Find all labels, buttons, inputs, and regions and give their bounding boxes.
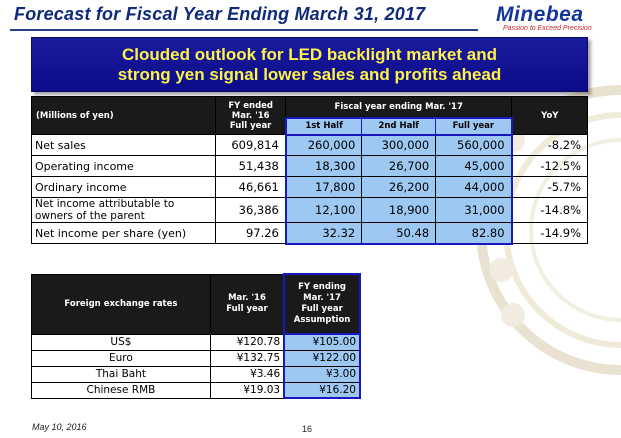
table-row: Euro ¥132.75 ¥122.00 (31, 349, 361, 367)
full-value: 82.80 (435, 222, 513, 245)
currency-label: US$ (31, 333, 211, 351)
banner-line-1: Clouded outlook for LED backlight market… (122, 45, 497, 64)
row-label: Ordinary income (30, 176, 217, 198)
headline-banner: Clouded outlook for LED backlight market… (31, 37, 588, 92)
fx-assumption-value: ¥122.00 (283, 349, 361, 367)
prev-value: 97.26 (215, 222, 287, 244)
page-number: 16 (302, 424, 313, 434)
yoy-value: -14.8% (511, 197, 588, 223)
prev-value: 609,814 (215, 134, 287, 156)
fx-rates-table: Foreign exchange rates Mar. '16 Full yea… (31, 273, 361, 399)
prev-value: 51,438 (215, 155, 287, 177)
table-row: Thai Baht ¥3.46 ¥3.00 (31, 365, 361, 383)
fx-label-header: Foreign exchange rates (31, 273, 211, 335)
table-row: US$ ¥120.78 ¥105.00 (31, 333, 361, 351)
full-value: 45,000 (435, 155, 513, 177)
currency-label: Thai Baht (31, 365, 211, 383)
row-label: Net income per share (yen) (30, 222, 217, 244)
fx-prev-header: Mar. '16 Full year (209, 273, 285, 335)
h2-value: 18,900 (361, 197, 437, 223)
fx-assumption-value: ¥3.00 (283, 365, 361, 383)
table-row: Operating income 51,438 18,300 26,700 45… (30, 155, 588, 177)
yoy-header: YoY (511, 96, 588, 135)
yoy-value: -12.5% (511, 155, 588, 177)
h1-value: 12,100 (284, 197, 363, 223)
footer-date: May 10, 2016 (32, 422, 87, 432)
logo-wordmark: Minebea (496, 3, 584, 26)
prev-value: 46,661 (215, 176, 287, 198)
second-half-header: 2nd Half (361, 116, 437, 136)
fx-prev-value: ¥3.46 (209, 365, 285, 383)
row-label: Net income attributable to owners of the… (30, 197, 217, 223)
table-row: Net sales 609,814 260,000 300,000 560,00… (30, 134, 588, 156)
company-logo: Minebea Passion to Exceed Precision (496, 3, 614, 33)
currency-label: Euro (31, 349, 211, 367)
h1-value: 17,800 (284, 176, 363, 198)
yoy-value: -14.9% (511, 222, 588, 244)
full-value: 31,000 (435, 197, 513, 223)
banner-line-2: strong yen signal lower sales and profit… (117, 65, 502, 84)
row-label: Operating income (30, 155, 217, 177)
full-value: 560,000 (435, 134, 513, 156)
h1-value: 32.32 (284, 222, 363, 245)
fx-prev-value: ¥132.75 (209, 349, 285, 367)
unit-label-header: (Millions of yen) (30, 96, 217, 135)
h1-value: 260,000 (284, 134, 363, 156)
first-half-header: 1st Half (284, 116, 363, 136)
fx-prev-value: ¥120.78 (209, 333, 285, 351)
prev-value: 36,386 (215, 197, 287, 223)
h2-value: 300,000 (361, 134, 437, 156)
fx-prev-value: ¥19.03 (209, 381, 285, 399)
table-row: Net income per share (yen) 97.26 32.32 5… (30, 222, 588, 245)
yoy-value: -8.2% (511, 134, 588, 156)
page-title: Forecast for Fiscal Year Ending March 31… (14, 4, 426, 24)
table-row: Chinese RMB ¥19.03 ¥16.20 (31, 381, 361, 399)
h2-value: 50.48 (361, 222, 437, 245)
table-row: Ordinary income 46,661 17,800 26,200 44,… (30, 176, 588, 198)
forecast-period-header: Fiscal year ending Mar. '17 (285, 95, 513, 119)
yoy-value: -5.7% (511, 176, 588, 198)
full-value: 44,000 (435, 176, 513, 198)
h1-value: 18,300 (284, 155, 363, 177)
row-label: Net sales (30, 134, 217, 156)
title-underline (10, 29, 478, 31)
full-year-header: Full year (435, 116, 513, 136)
currency-label: Chinese RMB (31, 381, 211, 399)
h2-value: 26,200 (361, 176, 437, 198)
fx-assumption-value: ¥16.20 (283, 381, 361, 399)
prev-year-header: FY ended Mar. '16 Full year (215, 96, 287, 135)
fx-assumption-header: FY ending Mar. '17 Full year Assumption (283, 273, 361, 335)
h2-value: 26,700 (361, 155, 437, 177)
logo-tagline: Passion to Exceed Precision (503, 25, 592, 32)
forecast-table: (Millions of yen) FY ended Mar. '16 Full… (30, 95, 588, 245)
table-row: Net income attributable to owners of the… (30, 197, 588, 223)
fx-assumption-value: ¥105.00 (283, 333, 361, 351)
